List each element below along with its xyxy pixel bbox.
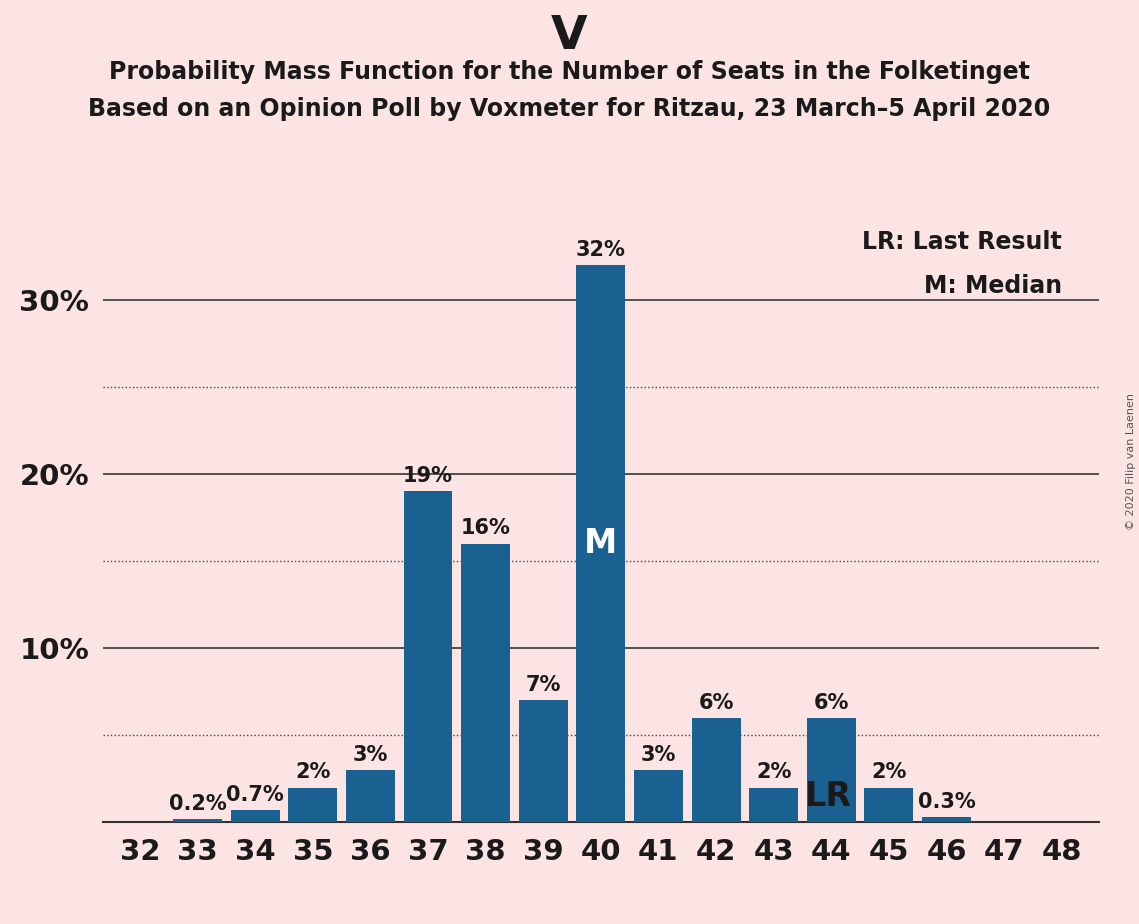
Bar [921, 817, 970, 822]
Bar [576, 265, 625, 822]
Text: 32%: 32% [576, 239, 625, 260]
Text: 19%: 19% [403, 466, 453, 486]
Bar [346, 770, 395, 822]
Text: Based on an Opinion Poll by Voxmeter for Ritzau, 23 March–5 April 2020: Based on an Opinion Poll by Voxmeter for… [89, 97, 1050, 121]
Text: 3%: 3% [641, 745, 677, 765]
Bar [173, 819, 222, 822]
Text: LR: Last Result: LR: Last Result [862, 230, 1062, 254]
Text: M: M [584, 527, 617, 560]
Text: 6%: 6% [698, 693, 734, 712]
Text: LR: LR [805, 780, 852, 813]
Text: Probability Mass Function for the Number of Seats in the Folketinget: Probability Mass Function for the Number… [109, 60, 1030, 84]
Text: 2%: 2% [871, 762, 907, 783]
Bar [806, 718, 855, 822]
Text: V: V [551, 14, 588, 59]
Bar [865, 787, 913, 822]
Text: 0.7%: 0.7% [227, 784, 284, 805]
Text: 2%: 2% [295, 762, 330, 783]
Bar [691, 718, 740, 822]
Text: 2%: 2% [756, 762, 792, 783]
Bar [288, 787, 337, 822]
Text: M: Median: M: Median [924, 274, 1062, 298]
Text: © 2020 Filip van Laenen: © 2020 Filip van Laenen [1126, 394, 1136, 530]
Bar [518, 700, 567, 822]
Bar [403, 492, 452, 822]
Text: 0.2%: 0.2% [169, 794, 227, 814]
Text: 6%: 6% [813, 693, 849, 712]
Bar [461, 543, 510, 822]
Text: 3%: 3% [353, 745, 388, 765]
Text: 7%: 7% [525, 675, 560, 695]
Bar [749, 787, 798, 822]
Bar [634, 770, 683, 822]
Text: 16%: 16% [460, 518, 510, 539]
Text: 0.3%: 0.3% [918, 792, 975, 812]
Bar [231, 810, 280, 822]
